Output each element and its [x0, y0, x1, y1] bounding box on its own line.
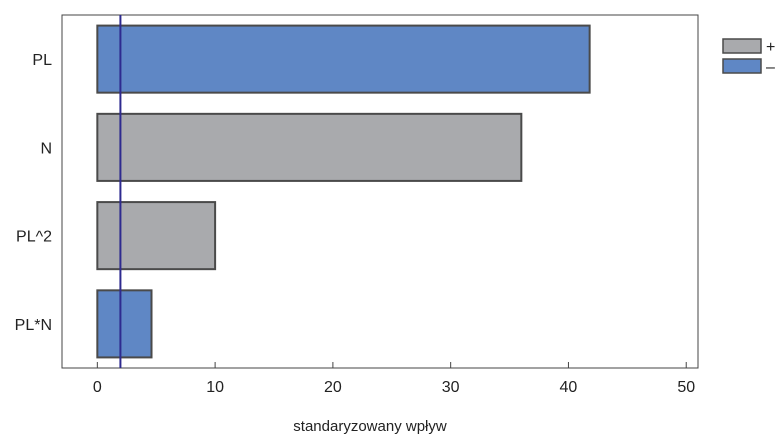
legend-label: –	[766, 59, 775, 76]
x-tick-label: 40	[560, 379, 578, 396]
x-tick-label: 30	[442, 379, 460, 396]
x-axis-title: standaryzowany wpływ	[293, 418, 447, 435]
x-axis-ticks: 0 10 20 30 40 50	[93, 362, 695, 396]
x-tick-label: 50	[677, 379, 695, 396]
legend-swatch	[722, 38, 762, 54]
bar	[96, 112, 523, 182]
x-tick-label: 10	[206, 379, 224, 396]
x-tick-label: 20	[324, 379, 342, 396]
y-category-label: PL^2	[16, 229, 52, 246]
legend-label: +	[766, 39, 775, 56]
y-category-label: N	[40, 140, 52, 157]
y-axis-labels: PL N PL^2 PL*N	[15, 52, 52, 334]
bar	[96, 201, 217, 271]
x-tick-label: 0	[93, 379, 102, 396]
legend-swatch	[722, 58, 762, 74]
legend: +–	[722, 38, 775, 76]
y-category-label: PL*N	[15, 317, 52, 334]
bar	[96, 289, 153, 359]
bar	[96, 24, 591, 94]
y-category-label: PL	[32, 52, 52, 69]
plot-frame	[61, 14, 699, 369]
bars	[96, 24, 591, 359]
